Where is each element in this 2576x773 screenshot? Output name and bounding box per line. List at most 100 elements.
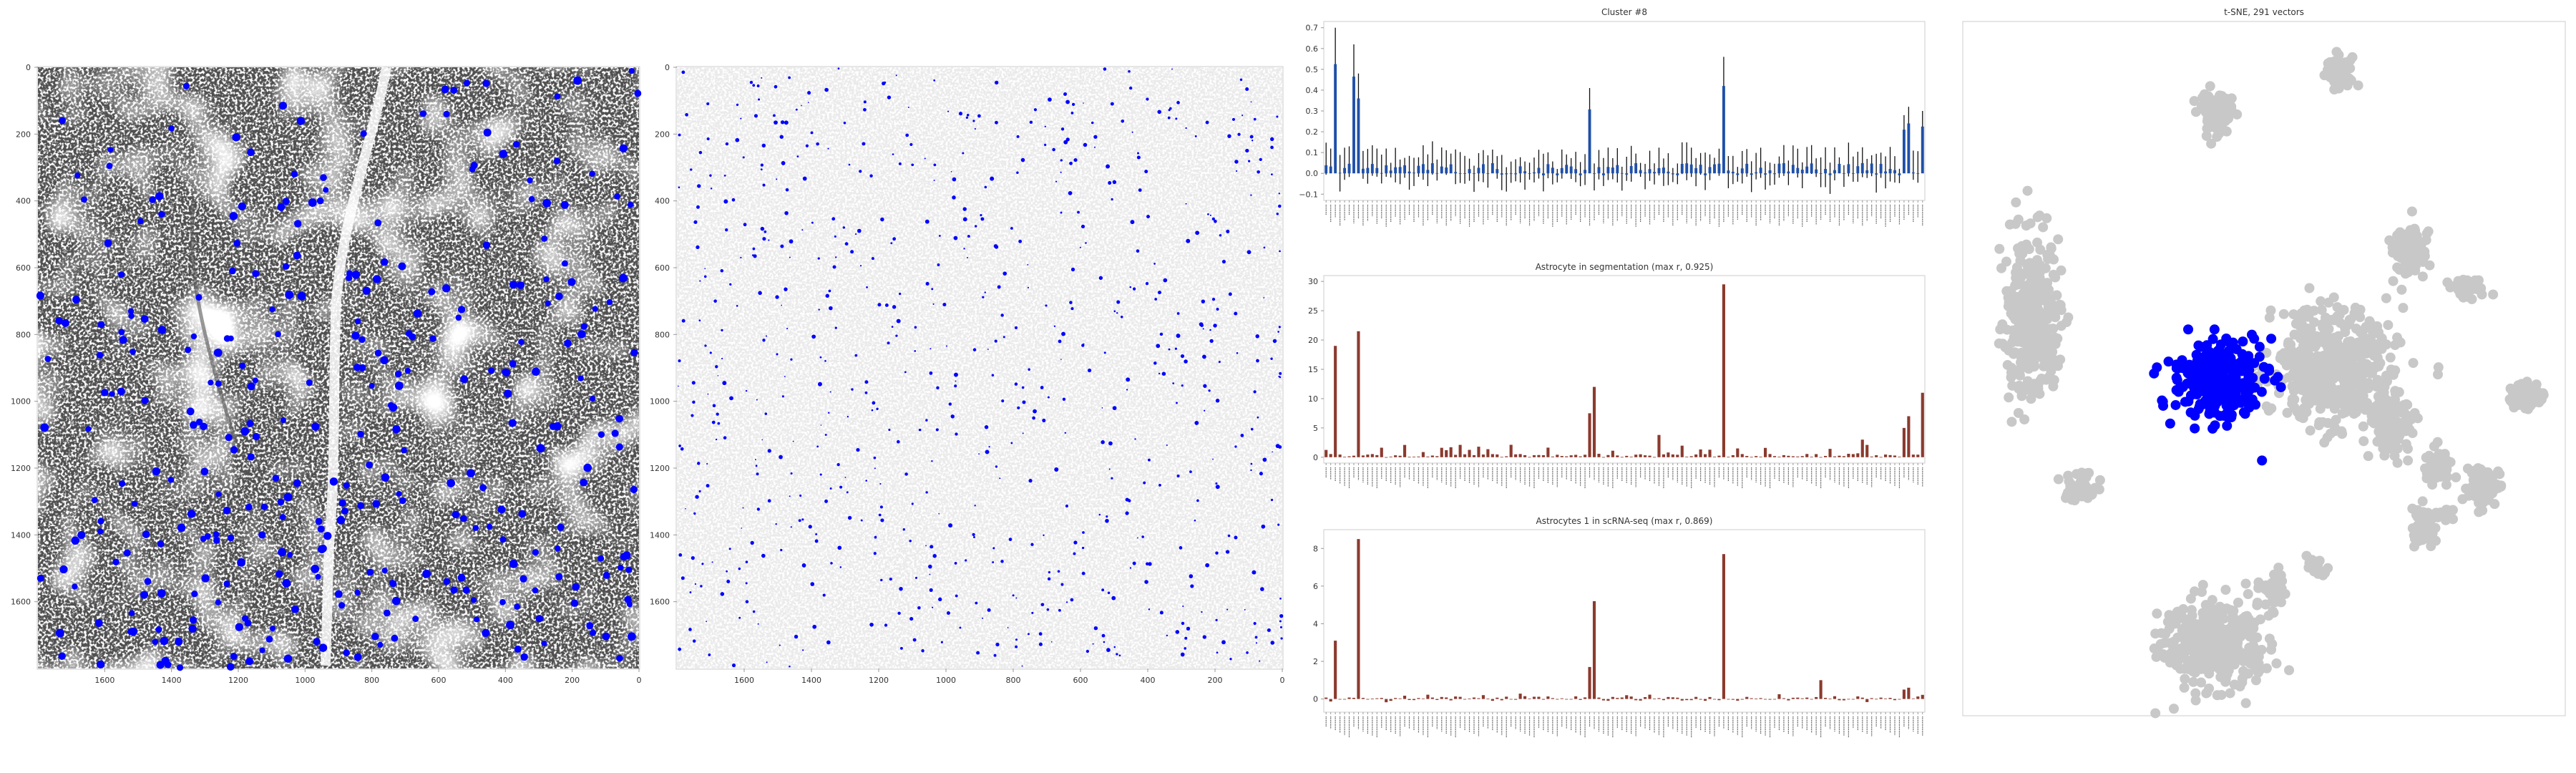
x-tick-label: 1600 xyxy=(94,676,114,685)
bar xyxy=(1685,163,1689,174)
marker-point xyxy=(514,645,522,653)
marker-point xyxy=(1053,325,1056,328)
marker-point xyxy=(1248,160,1251,162)
marker-point xyxy=(1202,635,1206,639)
marker-point xyxy=(967,235,970,238)
tsne-point-gray xyxy=(2318,322,2328,333)
marker-point xyxy=(1180,652,1185,657)
marker-point xyxy=(306,379,313,386)
marker-point xyxy=(1106,648,1111,652)
marker-point xyxy=(619,144,628,152)
bar xyxy=(1772,456,1777,457)
tsne-point-gray xyxy=(2187,644,2197,655)
bar xyxy=(1357,331,1360,457)
marker-point xyxy=(123,549,131,557)
marker-point xyxy=(991,374,995,376)
marker-point xyxy=(1073,552,1076,555)
y-tick-label: 5 xyxy=(1313,424,1318,433)
marker-point xyxy=(1033,108,1038,112)
marker-point xyxy=(1215,399,1220,403)
bar xyxy=(1366,699,1370,700)
marker-point xyxy=(144,578,152,585)
bar xyxy=(1800,170,1804,174)
bar xyxy=(1375,454,1379,457)
marker-point xyxy=(1093,626,1098,631)
y-tick-label: 600 xyxy=(655,263,670,273)
tsne-point-gray xyxy=(2412,413,2423,424)
marker-point xyxy=(1218,361,1221,364)
bar xyxy=(1366,167,1370,174)
marker-point xyxy=(784,210,789,215)
marker-point xyxy=(399,497,406,505)
marker-point xyxy=(634,89,642,97)
marker-point xyxy=(954,384,957,388)
marker-point xyxy=(1136,537,1138,539)
marker-point xyxy=(1040,603,1045,607)
bar xyxy=(1911,454,1915,457)
marker-point xyxy=(952,195,956,200)
tsne-point-gray xyxy=(2379,450,2390,461)
marker-point xyxy=(1250,469,1252,472)
marker-point xyxy=(704,344,707,347)
bar xyxy=(1740,168,1744,174)
marker-point xyxy=(1215,485,1220,490)
marker-point xyxy=(1065,601,1068,603)
bar xyxy=(1338,172,1342,174)
bar xyxy=(1676,454,1679,457)
y-tick-label: 800 xyxy=(655,330,670,339)
marker-point xyxy=(680,447,684,451)
bar xyxy=(1847,699,1850,700)
marker-point xyxy=(94,619,103,627)
tsne-point-gray xyxy=(2013,407,2024,418)
tsne-point-gray xyxy=(2289,402,2300,413)
marker-point xyxy=(764,412,768,415)
tsne-point-gray xyxy=(2363,378,2374,389)
tsne-point-gray xyxy=(2172,653,2182,663)
marker-point xyxy=(1209,214,1211,216)
marker-point xyxy=(443,578,451,585)
tsne-point-gray xyxy=(2252,597,2263,608)
marker-point xyxy=(536,444,545,453)
tsne-point-gray xyxy=(2392,230,2403,240)
marker-point xyxy=(1141,535,1144,538)
marker-point xyxy=(1168,109,1171,112)
marker-point xyxy=(1038,642,1043,646)
bar xyxy=(1898,173,1901,175)
marker-point xyxy=(1060,159,1063,162)
bar xyxy=(1916,172,1920,174)
tsne-point-gray xyxy=(2190,667,2200,678)
marker-point xyxy=(117,387,125,396)
marker-point xyxy=(1098,276,1103,281)
bar xyxy=(1413,172,1415,174)
marker-point xyxy=(807,91,811,95)
marker-point xyxy=(1184,636,1188,640)
bar xyxy=(1736,699,1740,701)
bar xyxy=(1611,167,1614,174)
bar xyxy=(1796,167,1800,174)
marker-point xyxy=(104,239,112,248)
tsne-point-gray xyxy=(2266,644,2277,655)
y-tick-label: 4 xyxy=(1313,619,1318,628)
marker-point xyxy=(441,85,449,94)
marker-point xyxy=(1279,626,1282,628)
marker-point xyxy=(1136,152,1140,155)
bar xyxy=(1699,449,1702,457)
marker-point xyxy=(611,429,619,437)
tsne-point-gray xyxy=(2216,689,2227,700)
marker-point xyxy=(1255,334,1259,339)
tsne-point-gray xyxy=(2405,251,2416,262)
marker-point xyxy=(1092,643,1094,645)
tsne-point-gray xyxy=(2278,308,2289,319)
marker-point xyxy=(828,412,830,414)
marker-point xyxy=(948,402,952,406)
marker-point xyxy=(269,306,275,313)
marker-point xyxy=(745,582,748,585)
marker-point xyxy=(693,639,696,643)
tsne-point-blue xyxy=(2266,334,2277,344)
marker-point xyxy=(580,478,587,487)
marker-point xyxy=(995,80,999,85)
tsne-point-gray xyxy=(2202,657,2213,668)
marker-point xyxy=(215,599,222,606)
tsne-point-blue xyxy=(2243,351,2254,361)
bar xyxy=(1421,164,1425,174)
